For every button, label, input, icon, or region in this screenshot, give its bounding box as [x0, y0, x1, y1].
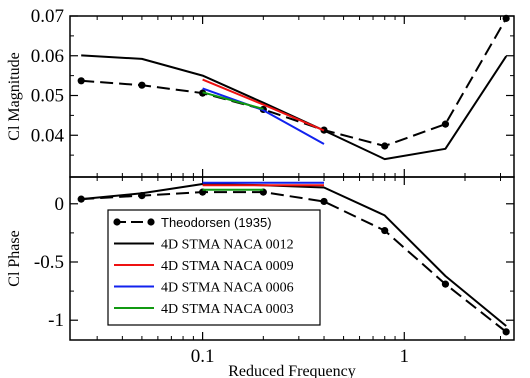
- series-line-4d-stma-naca-0006: [202, 87, 325, 145]
- legend-marker: [113, 218, 121, 226]
- legend-label-4d-stma-naca-0009: 4D STMA NACA 0009: [161, 259, 294, 274]
- x-tick-label: 1: [400, 346, 410, 367]
- legend-label-4d-stma-naca-0012: 4D STMA NACA 0012: [161, 238, 294, 253]
- data-point: [320, 197, 328, 206]
- legend-box: [107, 209, 321, 326]
- series-line-4d-stma-naca-0003: [202, 91, 264, 110]
- y-axis-title: Cl Phase: [6, 230, 23, 286]
- data-point: [441, 120, 450, 128]
- y-tick-label: 0.05: [31, 86, 64, 107]
- x-tick-label: 0.1: [191, 346, 215, 367]
- y-tick-label: 0: [55, 194, 65, 215]
- data-point: [138, 81, 146, 89]
- data-point: [502, 328, 510, 336]
- data-point: [77, 77, 85, 85]
- data-point: [502, 14, 510, 22]
- y-tick-label: -0.5: [34, 252, 64, 273]
- x-axis-title: Reduced Frequency: [228, 363, 356, 378]
- y-axis-title: Cl Magnitude: [6, 52, 23, 140]
- data-point: [381, 142, 389, 150]
- series-line-4d-stma-naca-0012: [81, 54, 508, 161]
- plot-frame: [69, 15, 515, 178]
- data-point: [441, 280, 450, 288]
- data-point: [77, 195, 85, 203]
- y-tick-label: 0.06: [31, 46, 64, 67]
- series-line-theodorsen-1935: [81, 17, 508, 147]
- legend-label-4d-stma-naca-0006: 4D STMA NACA 0006: [161, 281, 294, 296]
- legend: Theodorsen (1935) 4D STMA NACA 0012 4D STM…: [107, 209, 321, 326]
- y-tick-label: -1: [48, 310, 64, 331]
- legend-label-theodorsen-1935: Theodorsen (1935): [161, 215, 272, 230]
- y-tick-label: 0.07: [31, 6, 64, 27]
- series-line-4d-stma-naca-0009: [202, 78, 325, 132]
- legend-label-4d-stma-naca-0003: 4D STMA NACA 0003: [161, 302, 294, 317]
- data-point: [381, 226, 389, 235]
- bottom-panel: 0 -0.5 -1 0.1 1 Cl Phase Reduced Frequency: [6, 176, 515, 378]
- top-panel: 0.04 0.05 0.06 0.07 Cl Magnitude: [6, 6, 515, 178]
- plot-frame: [69, 176, 515, 341]
- y-tick-label: 0.04: [31, 125, 65, 146]
- series-line-theodorsen-1935: [81, 191, 507, 333]
- legend-marker: [147, 218, 155, 226]
- series-line-4d-stma-naca-0012: [81, 183, 507, 327]
